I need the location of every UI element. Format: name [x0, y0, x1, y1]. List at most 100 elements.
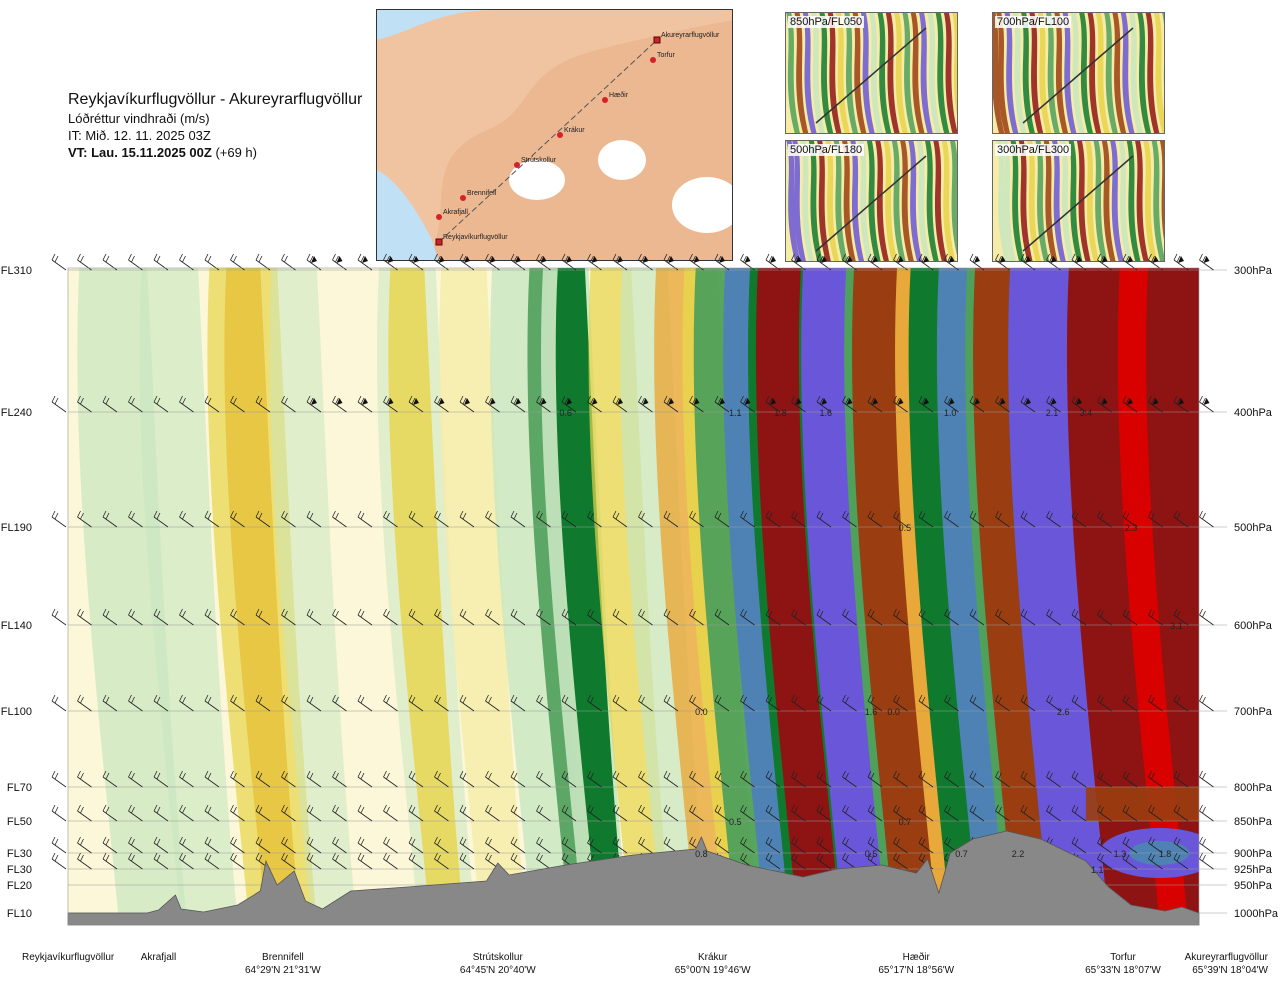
heatmap-bands — [68, 268, 1199, 925]
wind-barb — [306, 395, 322, 413]
wind-barb — [510, 608, 526, 626]
contour-value-label: 3.1 — [1170, 621, 1183, 631]
wind-barb — [638, 694, 653, 712]
inset-field — [1145, 13, 1160, 133]
inset-field — [860, 13, 875, 133]
inset-route-line — [1022, 155, 1134, 252]
contour-value-label: 0.8 — [695, 849, 708, 859]
wind-barb — [281, 253, 296, 271]
wind-barb — [893, 253, 908, 271]
location-coord: 65°00'N 19°46'W — [675, 965, 751, 976]
inset-field — [996, 13, 1011, 133]
glacier-1 — [509, 160, 565, 200]
wind-barb — [740, 510, 755, 528]
wind-barb — [1097, 804, 1112, 822]
wind-barb — [1071, 510, 1087, 528]
inset-300: 300hPa/FL300 — [992, 140, 1165, 262]
wind-barb — [255, 804, 271, 822]
wind-barb — [102, 770, 118, 788]
wind-barb — [408, 804, 424, 822]
inset-field — [1068, 141, 1083, 261]
wind-barb — [383, 253, 398, 271]
wind-barb — [383, 836, 398, 854]
wind-barb — [51, 770, 67, 788]
wind-barb — [765, 395, 781, 413]
wind-barb — [791, 770, 806, 788]
route-airport-marker — [653, 36, 661, 44]
route-point-marker — [514, 162, 520, 168]
wind-barb — [485, 395, 500, 413]
wind-barb — [918, 804, 934, 822]
wind-barb — [1199, 510, 1214, 528]
inset-field — [1018, 141, 1033, 261]
wind-barb — [408, 253, 424, 271]
right-axis-label: 950hPa — [1234, 880, 1273, 892]
inset-field — [852, 13, 867, 133]
wind-barb — [102, 253, 118, 271]
wind-barb — [357, 395, 373, 413]
contour-value-label: 0.7 — [955, 849, 968, 859]
wind-barb — [1046, 694, 1061, 712]
wind-barb — [740, 770, 755, 788]
inset-field — [918, 13, 933, 133]
wind-barb — [561, 804, 577, 822]
inset-field — [1060, 141, 1075, 261]
inset-label: 850hPa/FL050 — [788, 16, 865, 28]
location-name: Reykjavíkurflugvöllur — [22, 952, 115, 963]
wind-barb — [204, 804, 220, 822]
inset-field — [952, 13, 957, 116]
wind-barb — [153, 510, 169, 528]
inset-700: 700hPa/FL100 — [992, 12, 1165, 134]
wind-barb — [791, 608, 806, 626]
wind-barb — [918, 253, 934, 271]
wind-barb — [204, 395, 220, 413]
wind-barbs — [51, 253, 1214, 870]
inset-field — [883, 141, 898, 261]
wind-barb — [561, 253, 577, 271]
wind-barb — [77, 510, 92, 528]
chart-title: Reykjavíkurflugvöllur - Akureyrarflugvöl… — [68, 91, 363, 108]
wind-barb — [944, 804, 959, 822]
wind-barb — [153, 836, 169, 854]
wind-barb — [663, 608, 679, 626]
wind-barb — [459, 395, 475, 413]
wind-barb — [842, 608, 857, 626]
inset-field — [833, 141, 848, 261]
wind-barb — [102, 694, 118, 712]
right-axis-label: 700hPa — [1234, 706, 1273, 718]
wind-barb — [1173, 836, 1189, 854]
terrain-profile — [67, 830, 1200, 926]
inset-route-line — [815, 27, 927, 124]
wind-barb — [944, 694, 959, 712]
route-point-label: Hæðir — [609, 91, 629, 99]
wind-barb — [128, 395, 143, 413]
wind-barb — [1071, 770, 1087, 788]
wind-barb — [1122, 253, 1138, 271]
wind-barb — [740, 836, 755, 854]
wind-barb — [561, 836, 577, 854]
glacier-3 — [672, 177, 732, 233]
wind-barb — [816, 510, 832, 528]
wind-barb — [1097, 836, 1112, 854]
wind-barb — [1173, 770, 1189, 788]
wind-barb — [51, 253, 67, 271]
left-axis-label: FL70 — [7, 782, 32, 794]
wind-barb — [230, 770, 245, 788]
wind-barb — [867, 510, 883, 528]
wind-barb — [765, 770, 781, 788]
wind-barb — [816, 253, 832, 271]
inset-field — [827, 13, 842, 133]
inset-field — [933, 141, 948, 261]
wind-barb — [536, 608, 551, 626]
wind-barb — [612, 770, 628, 788]
inset-field — [949, 141, 957, 256]
wind-barb — [230, 395, 245, 413]
route-point-label: Reykjavíkurflugvöllur — [443, 234, 508, 241]
inset-field — [1045, 13, 1060, 133]
contour-value-label: 3.4 — [1080, 408, 1093, 418]
issue-time: IT: Mið. 12. 11. 2025 03Z — [68, 128, 211, 143]
inset-field — [794, 13, 809, 133]
inset-field — [1126, 141, 1141, 261]
wind-barb — [255, 694, 271, 712]
